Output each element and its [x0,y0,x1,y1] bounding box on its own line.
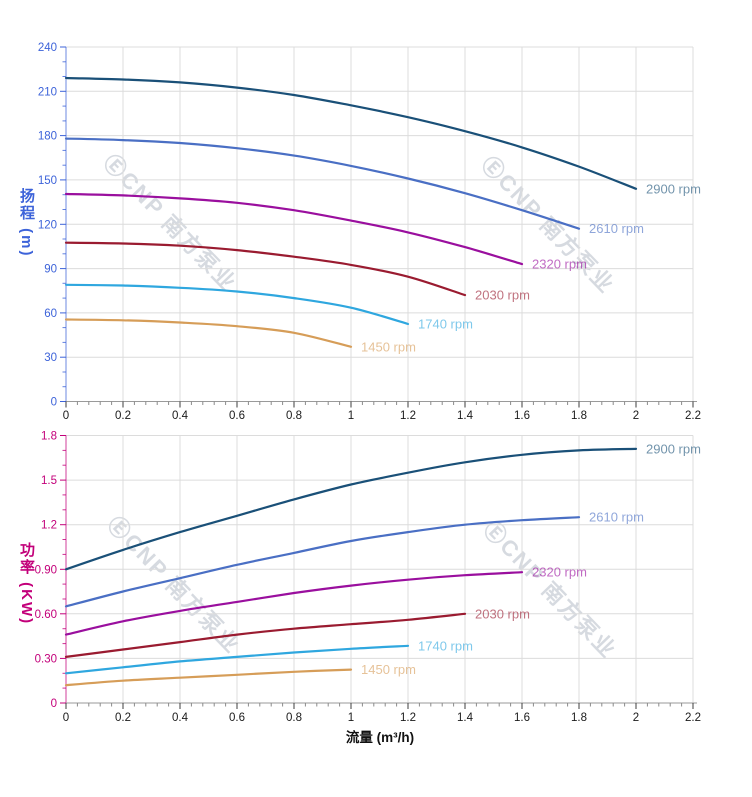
y-axis-title-head: 扬程 (m) [18,188,35,258]
y-tick-label: 120 [38,219,57,231]
curve-2320-rpm [64,192,524,266]
x-tick-label: 1 [348,712,354,724]
y-tick-label: 240 [38,42,57,54]
x-tick-label: 1.8 [571,410,587,422]
y-tick-label: 30 [44,352,57,364]
curve-label-2900-rpm: 2900 rpm [646,181,701,196]
y-ticks: 0 0.30 0.60 0.90 1.2 1.5 1.8 [35,431,66,710]
x-tick-label: 0.6 [229,712,245,724]
curve-1450-rpm [64,318,353,348]
y-tick-label: 1.2 [41,520,57,532]
y-tick-label: 0.90 [35,564,57,576]
y-tick-label: 60 [44,308,57,320]
curve-1740-rpm [64,644,410,675]
curve-label-2610-rpm: 2610 rpm [589,221,644,236]
curve-label-2030-rpm: 2030 rpm [475,606,530,621]
x-ticks: 0 0.2 0.4 0.6 0.8 1 1.2 1.4 1.6 1.8 2 2.2 [63,401,701,422]
y-tick-label: 1.5 [41,475,57,487]
curve-2030-rpm [64,612,467,658]
curve-1740-rpm [64,283,410,326]
x-ticks: 0 0.2 0.4 0.6 0.8 1 1.2 1.4 1.6 1.8 2 2.2 [63,703,701,724]
curve-label-2320-rpm: 2320 rpm [532,565,587,580]
curve-2610-rpm [64,516,581,608]
x-tick-label: 0.4 [172,410,189,422]
y-tick-label: 0.60 [35,609,57,621]
curve-2900-rpm [64,76,638,190]
gridlines [66,435,694,703]
curve-label-2610-rpm: 2610 rpm [589,510,644,525]
x-tick-label: 0.2 [115,410,131,422]
y-tick-label: 180 [38,131,57,143]
y-tick-label: 0.30 [35,653,57,665]
y-tick-label: 0 [51,397,57,409]
chart-0: 0 30 60 90 120 150 180 210 240 0 0.2 0.4 0.6 0.8 1 1.2 1… [38,42,701,422]
x-tick-label: 2.2 [685,410,701,422]
y-axis-title-power: 功率 (KW) [18,542,35,626]
curve-1450-rpm [64,668,353,687]
x-tick-label: 2 [633,410,639,422]
y-tick-label: 0 [51,698,57,710]
curve-label-2900-rpm: 2900 rpm [646,441,701,456]
x-tick-label: 0.8 [286,410,302,422]
x-tick-label: 1.2 [400,410,416,422]
curve-2320-rpm [64,571,524,636]
y-ticks: 0 30 60 90 120 150 180 210 240 [38,42,66,409]
x-tick-label: 0.4 [172,712,189,724]
x-tick-label: 1.6 [514,712,530,724]
y-tick-label: 150 [38,175,57,187]
x-tick-label: 0.2 [115,712,131,724]
x-tick-label: 2 [633,712,639,724]
chart-1: 0 0.30 0.60 0.90 1.2 1.5 1.8 0 0.2 0.4 0.6 0.8 1 1.2 1… [35,431,701,725]
curve-label-1450-rpm: 1450 rpm [361,339,416,354]
x-tick-label: 1.8 [571,712,587,724]
curve-label-1450-rpm: 1450 rpm [361,662,416,677]
x-tick-label: 0.6 [229,410,245,422]
curve-label-1740-rpm: 1740 rpm [418,638,473,653]
curve-label-2030-rpm: 2030 rpm [475,288,530,303]
x-tick-label: 1.6 [514,410,530,422]
x-tick-label: 0 [63,410,69,422]
y-tick-label: 90 [44,264,57,276]
x-axis-title-flow: 流量 (m³/h) [345,730,415,745]
curve-label-1740-rpm: 1740 rpm [418,317,473,332]
x-tick-label: 0 [63,712,69,724]
x-tick-label: 1.4 [457,410,474,422]
gridlines [66,46,694,402]
curve-label-2320-rpm: 2320 rpm [532,257,587,272]
curve-2900-rpm [64,447,638,571]
x-tick-label: 0.8 [286,712,302,724]
curve-2610-rpm [64,137,581,230]
y-tick-label: 1.8 [41,431,57,443]
x-tick-label: 1.2 [400,712,416,724]
y-tick-label: 210 [38,86,57,98]
x-tick-label: 2.2 [685,712,701,724]
x-tick-label: 1.4 [457,712,474,724]
curve-2030-rpm [64,241,467,297]
x-tick-label: 1 [348,410,354,422]
